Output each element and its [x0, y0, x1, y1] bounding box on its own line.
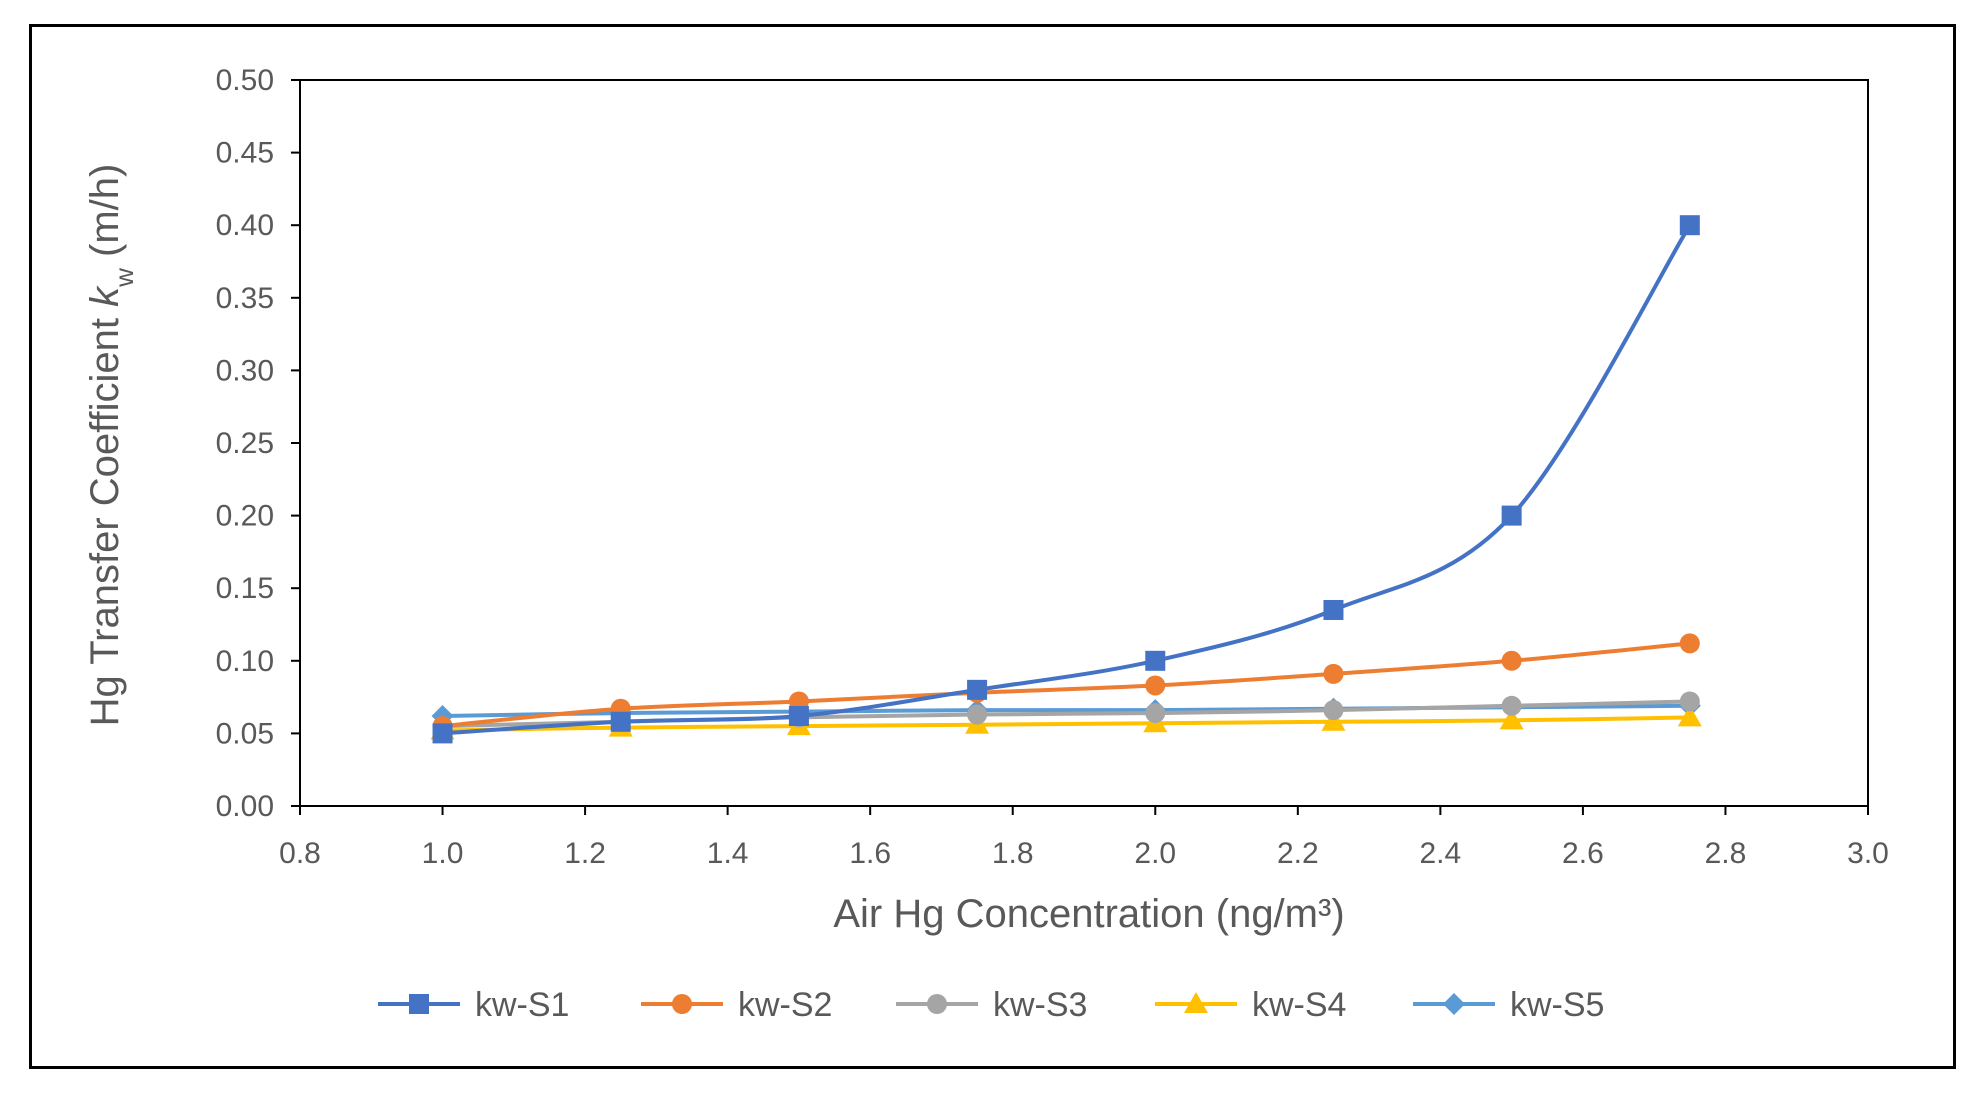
chart-frame: 0.8 1.0 1.2 1.4 1.6 1.8 2.0 2.2 2.4 2.6 2.8 3.0 0.0…: [29, 24, 1956, 1069]
series-lines: [430, 215, 1702, 744]
x-tick-label: 2.6: [1562, 837, 1604, 870]
y-axis-title: Hg Transfer Coefficient kw (m/h): [83, 164, 139, 727]
y-tick-label: 0.45: [216, 137, 274, 170]
legend-label: kw-S1: [475, 986, 569, 1024]
x-tick-label: 1.2: [564, 837, 606, 870]
y-axis-title-suffix: (m/h): [83, 164, 127, 268]
data-point-kw-S1: [1679, 215, 1700, 236]
x-tick-label: 3.0: [1847, 837, 1889, 870]
data-point-kw-S3: [1501, 695, 1522, 716]
y-tick-label: 0.40: [216, 209, 274, 242]
x-tick-label: 2.4: [1420, 837, 1462, 870]
x-tick-labels: 0.8 1.0 1.2 1.4 1.6 1.8 2.0 2.2 2.4 2.6 2.8 3.0: [279, 806, 1889, 870]
legend-label: kw-S4: [1252, 986, 1346, 1024]
y-tick-label: 0.15: [216, 572, 274, 605]
data-point-kw-S3: [1679, 691, 1700, 712]
data-point-kw-S2: [1501, 650, 1522, 671]
data-point-kw-S4: [1499, 708, 1524, 730]
data-point-kw-S4: [1321, 709, 1346, 731]
y-tick-label: 0.30: [216, 354, 274, 387]
y-tick-label: 0.00: [216, 790, 274, 823]
legend-swatch-marker: [1443, 993, 1465, 1015]
plot-border: [299, 79, 1869, 807]
legend-swatch-marker: [409, 994, 429, 1014]
plot-area: [299, 79, 1869, 807]
x-tick-label: 2.0: [1134, 837, 1176, 870]
series-line-kw-S4: [440, 715, 1692, 733]
y-tick-label: 0.35: [216, 282, 274, 315]
series-line-kw-S2: [440, 641, 1692, 729]
legend-label: kw-S3: [993, 986, 1087, 1024]
y-tick-label: 0.10: [216, 645, 274, 678]
x-tick-label: 1.6: [849, 837, 891, 870]
data-point-kw-S1: [1323, 599, 1344, 620]
x-tick-label: 1.8: [992, 837, 1034, 870]
legend-swatch-marker: [1184, 992, 1208, 1013]
data-point-kw-S4: [1677, 705, 1702, 727]
legend-swatch-marker: [927, 994, 947, 1014]
y-axis-title-prefix: Hg Transfer Coefficient: [83, 307, 127, 726]
legend-label: kw-S5: [1510, 986, 1604, 1024]
x-tick-label: 1.4: [707, 837, 749, 870]
x-tick-label: 2.2: [1277, 837, 1319, 870]
legend-item-kw-S4: kw-S4: [1155, 986, 1346, 1024]
data-point-kw-S1: [967, 679, 988, 700]
legend-swatch-marker: [672, 994, 692, 1014]
legend-item-kw-S2: kw-S2: [641, 986, 832, 1024]
legend-label: kw-S2: [738, 986, 832, 1024]
y-axis-title-var: k: [83, 285, 127, 307]
y-tick-label: 0.25: [216, 427, 274, 460]
x-tick-label: 1.0: [422, 837, 464, 870]
data-point-kw-S1: [788, 705, 809, 726]
data-point-kw-S2: [1679, 633, 1700, 654]
legend-item-kw-S5: kw-S5: [1413, 986, 1604, 1024]
legend-item-kw-S1: kw-S1: [378, 986, 569, 1024]
y-tick-label: 0.50: [216, 64, 274, 97]
legend-item-kw-S3: kw-S3: [896, 986, 1087, 1024]
y-axis-title-sub: w: [109, 268, 139, 288]
data-point-kw-S1: [432, 723, 453, 744]
x-axis-title: Air Hg Concentration (ng/m³): [833, 892, 1344, 936]
legend: kw-S1 kw-S2 kw-S3 kw-S4 kw-S5: [378, 986, 1604, 1024]
x-tick-label: 2.8: [1705, 837, 1747, 870]
data-point-kw-S1: [1145, 650, 1166, 671]
data-point-kw-S3: [1323, 700, 1344, 721]
line-chart: 0.8 1.0 1.2 1.4 1.6 1.8 2.0 2.2 2.4 2.6 2.8 3.0 0.0…: [83, 64, 1889, 1024]
x-tick-label: 0.8: [279, 837, 321, 870]
y-tick-label: 0.20: [216, 500, 274, 533]
data-point-kw-S1: [610, 711, 631, 732]
data-point-kw-S3: [967, 704, 988, 725]
data-point-kw-S2: [1323, 663, 1344, 684]
y-tick-label: 0.05: [216, 717, 274, 750]
y-tick-labels: 0.00 0.05 0.10 0.15 0.20 0.25 0.30 0.35 0.40 0.45…: [216, 64, 300, 823]
data-point-kw-S2: [1145, 675, 1166, 696]
data-point-kw-S3: [1145, 703, 1166, 724]
data-point-kw-S1: [1501, 505, 1522, 526]
series-kw-S1: [432, 215, 1700, 744]
